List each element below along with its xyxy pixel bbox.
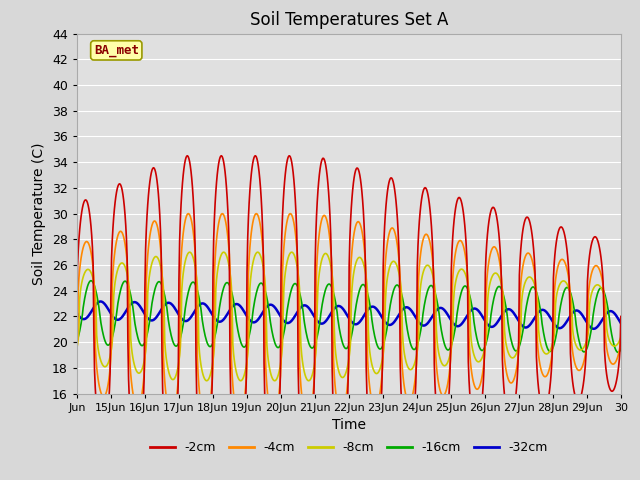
Y-axis label: Soil Temperature (C): Soil Temperature (C) bbox=[33, 143, 46, 285]
Legend: -2cm, -4cm, -8cm, -16cm, -32cm: -2cm, -4cm, -8cm, -16cm, -32cm bbox=[145, 436, 553, 459]
X-axis label: Time: Time bbox=[332, 418, 366, 432]
Title: Soil Temperatures Set A: Soil Temperatures Set A bbox=[250, 11, 448, 29]
Text: BA_met: BA_met bbox=[94, 44, 139, 57]
